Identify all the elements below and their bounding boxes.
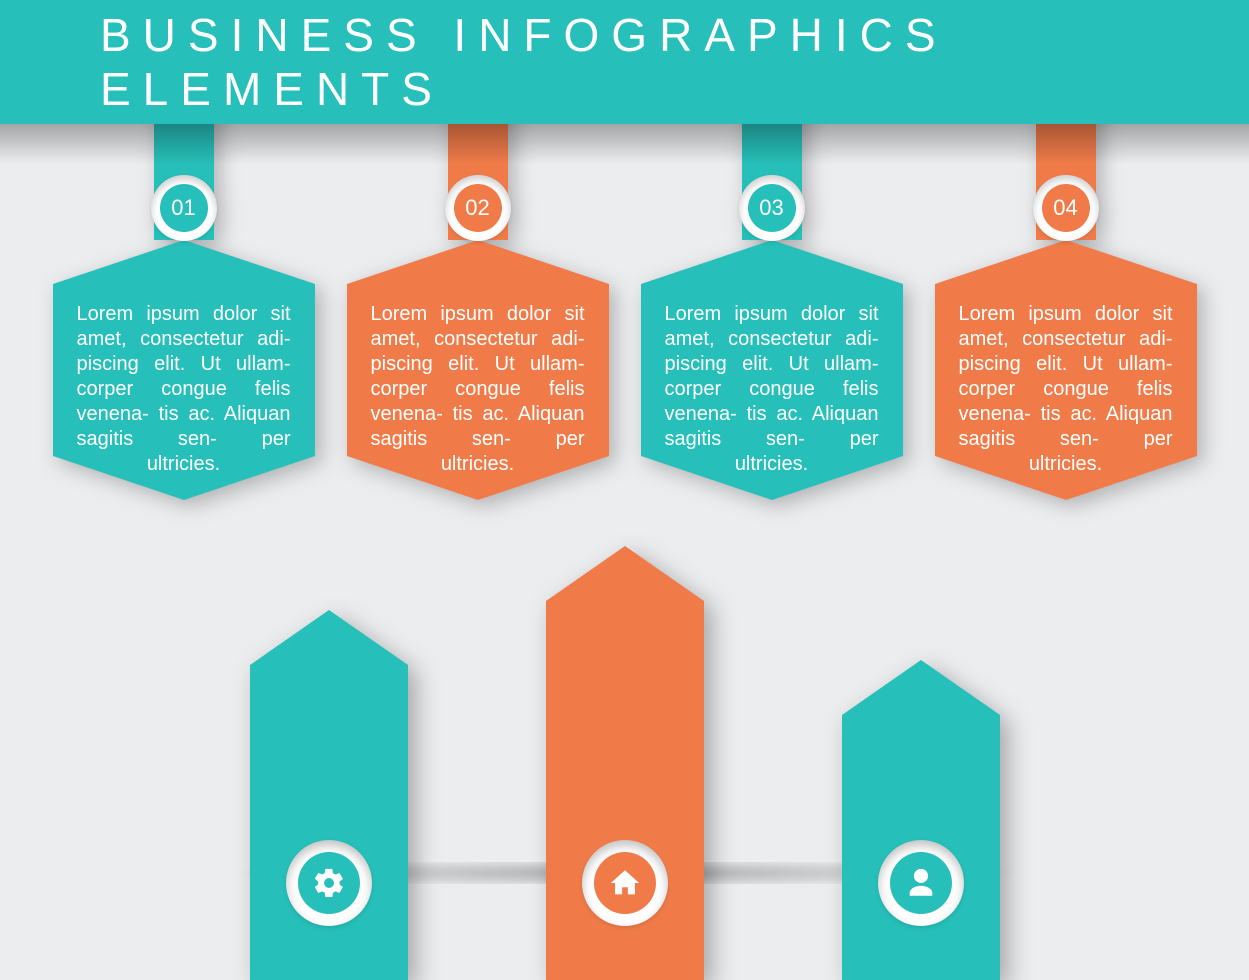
step-04: 04 Lorem ipsum dolor sit amet, consectet… (935, 100, 1197, 500)
user-icon (890, 852, 952, 914)
bar-user (842, 660, 1000, 980)
gear-icon (298, 852, 360, 914)
step-badge: 01 (151, 175, 217, 241)
step-03: 03 Lorem ipsum dolor sit amet, consectet… (641, 100, 903, 500)
header-bar: BUSINESS INFOGRAPHICS ELEMENTS (0, 0, 1249, 124)
steps-row: 01 Lorem ipsum dolor sit amet, consectet… (0, 100, 1249, 500)
step-badge: 04 (1033, 175, 1099, 241)
step-text: Lorem ipsum dolor sit amet, consectetur … (959, 302, 1173, 477)
bar-badge (582, 840, 668, 926)
step-badge: 02 (445, 175, 511, 241)
step-text: Lorem ipsum dolor sit amet, consectetur … (665, 302, 879, 477)
step-01: 01 Lorem ipsum dolor sit amet, consectet… (53, 100, 315, 500)
step-text: Lorem ipsum dolor sit amet, consectetur … (371, 302, 585, 477)
step-number: 01 (160, 184, 208, 232)
bar-gear (250, 610, 408, 980)
step-badge: 03 (739, 175, 805, 241)
step-number: 03 (748, 184, 796, 232)
step-number: 04 (1042, 184, 1090, 232)
bar-badge (286, 840, 372, 926)
step-text: Lorem ipsum dolor sit amet, consectetur … (77, 302, 291, 477)
page-title: BUSINESS INFOGRAPHICS ELEMENTS (100, 8, 1249, 116)
bar-home (546, 546, 704, 980)
arrow-bars (0, 540, 1249, 980)
step-number: 02 (454, 184, 502, 232)
home-icon (594, 852, 656, 914)
step-02: 02 Lorem ipsum dolor sit amet, consectet… (347, 100, 609, 500)
bar-badge (878, 840, 964, 926)
